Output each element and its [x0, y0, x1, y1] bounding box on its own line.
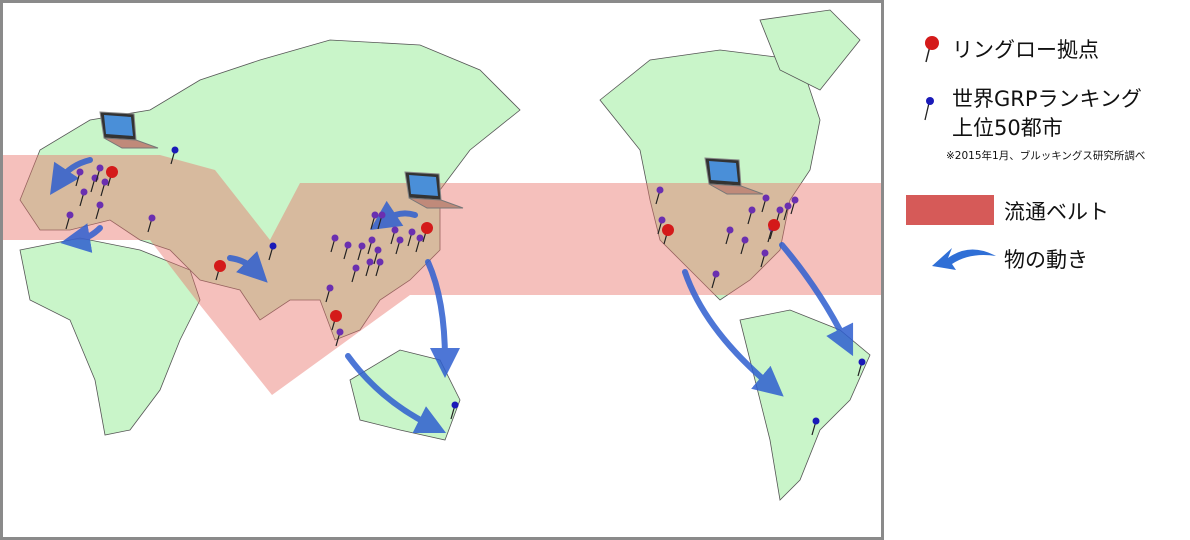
top-city-pin: [747, 206, 756, 225]
blue-pin-icon: [857, 358, 866, 377]
blue-pin-icon: [268, 242, 277, 261]
distribution-belt: [3, 155, 881, 395]
top-city-pin: [783, 202, 792, 221]
top-city-pin: [65, 211, 74, 230]
top-city-pin: [367, 236, 376, 255]
top-city-pin: [711, 270, 720, 289]
laptop-icon: [404, 171, 464, 209]
blue-pin-icon: [450, 401, 459, 420]
arrow-to-brazil: [779, 242, 854, 357]
top-city-pin: [407, 228, 416, 247]
world-map: [0, 0, 884, 540]
greenland: [759, 9, 861, 91]
laptop-icon: [99, 111, 159, 149]
red-pin-icon: [925, 36, 939, 63]
blue-pin-icon: [811, 417, 820, 436]
top-city-pin: [95, 201, 104, 220]
top-city-pin: [100, 178, 109, 197]
africa: [19, 237, 201, 436]
top-city-pin: [351, 264, 360, 283]
blue-pin-icon: [924, 97, 934, 121]
top-city-pin: [75, 168, 84, 187]
top-city-pin: [365, 258, 374, 277]
south-america: [739, 309, 871, 501]
top-city-pin: [330, 234, 339, 253]
top-city-pin: [725, 226, 734, 245]
top-city-pin: [335, 328, 344, 347]
red-pin-icon: [662, 224, 674, 245]
arrow-china: [370, 200, 418, 230]
arrow-europe-south: [60, 223, 103, 253]
blue-pin-icon: [170, 146, 179, 165]
top-city-pin: [79, 188, 88, 207]
top-city-pin: [740, 236, 749, 255]
city-legend-note: ※2015年1月、ブルッキングス研究所調べ: [946, 150, 1146, 162]
top-city-pin: [343, 241, 352, 260]
top-city-pin: [657, 216, 666, 235]
arrow-to-australia-east: [425, 259, 460, 378]
top-city-pin: [790, 196, 799, 215]
red-pin-icon: [768, 219, 780, 240]
red-pin-icon: [330, 310, 342, 331]
pins: [65, 146, 866, 436]
top-city-pin: [95, 164, 104, 183]
top-city-pin: [370, 211, 379, 230]
red-pin-icon: [214, 260, 226, 281]
flow-arrows: [50, 157, 854, 434]
eurasia: [19, 39, 521, 341]
top-city-pin: [760, 249, 769, 268]
laptops: [99, 111, 764, 209]
red-pin-icon: [106, 166, 118, 187]
top-city-pin: [373, 246, 382, 265]
legend: リングロー拠点 世界GRPランキング 上位50都市 ※2015年1月、ブルッキン…: [900, 0, 1190, 540]
laptop-icon: [704, 157, 764, 195]
arrow-to-south-america: [682, 269, 784, 397]
base-legend-label: リングロー拠点: [952, 38, 1099, 62]
red-pin-icon: [421, 222, 433, 243]
top-city-pin: [375, 258, 384, 277]
belt-legend-label: 流通ベルト: [1004, 200, 1109, 224]
flow-legend-label: 物の動き: [1004, 248, 1088, 272]
city-legend-label-2: 上位50都市: [952, 116, 1063, 140]
curved-arrow-icon: [932, 248, 996, 270]
top-city-pin: [325, 284, 334, 303]
belt-swatch: [906, 195, 994, 225]
city-legend-label-1: 世界GRPランキング: [952, 87, 1142, 111]
top-city-pin: [655, 186, 664, 205]
top-city-pin: [147, 214, 156, 233]
top-city-pin: [357, 242, 366, 261]
arrow-to-australia: [345, 353, 447, 434]
top-city-pin: [761, 194, 770, 213]
top-city-pin: [377, 211, 386, 230]
top-city-pin: [395, 236, 404, 255]
arrow-europe-west: [50, 157, 93, 195]
arrow-india: [227, 250, 268, 283]
top-city-pin: [390, 226, 399, 245]
top-city-pin: [415, 234, 424, 253]
